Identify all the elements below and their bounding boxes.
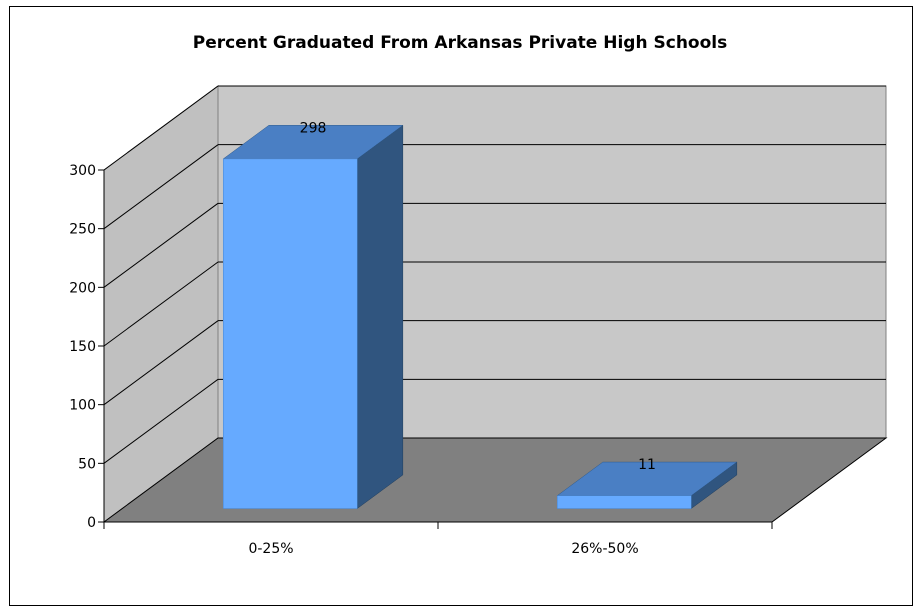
floor-plane	[102, 437, 888, 523]
bars	[222, 124, 738, 510]
y-tick-label-4: 200	[69, 280, 96, 296]
data-label-0: 298	[300, 120, 327, 136]
x-axis-categories: 0-25% 26%-50%	[103, 522, 773, 557]
bar-side-0	[356, 124, 404, 510]
gridline-side-4	[103, 202, 219, 288]
gridline-side-1	[103, 378, 219, 464]
gridline-side-2	[103, 320, 219, 406]
y-tick-label-3: 150	[69, 339, 96, 355]
data-label-1: 11	[638, 457, 656, 473]
gridline-side-3	[103, 261, 219, 347]
chart-floor	[102, 437, 888, 523]
y-tick-label-6: 300	[69, 163, 96, 179]
gridline-side-6	[103, 85, 219, 171]
bar-0	[222, 158, 358, 509]
gridline-side-5	[103, 144, 219, 230]
y-tick-label-5: 250	[69, 222, 96, 238]
y-tick-label-1: 50	[78, 456, 96, 472]
bar-chart: 0 50 100 150 200 250 300 0-25% 26%-50% 298 11 Pe…	[69, 33, 888, 557]
bar-1	[556, 495, 692, 509]
x-category-label-0: 0-25%	[248, 541, 293, 557]
y-tick-label-0: 0	[87, 515, 96, 531]
x-category-label-1: 26%-50%	[571, 541, 638, 557]
y-axis-ticks: 0 50 100 150 200 250 300	[69, 163, 104, 531]
y-tick-label-2: 100	[69, 398, 96, 414]
chart-title: Percent Graduated From Arkansas Private …	[193, 33, 727, 53]
data-labels: 298 11	[300, 120, 656, 473]
